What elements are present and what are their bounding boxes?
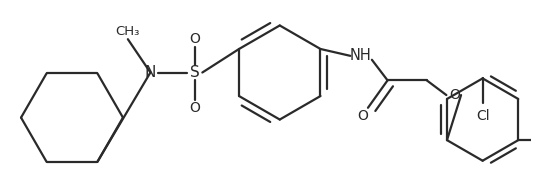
Text: S: S — [190, 65, 199, 80]
Text: O: O — [189, 101, 200, 115]
Text: Cl: Cl — [476, 109, 489, 123]
Text: NH: NH — [349, 48, 371, 63]
Text: O: O — [450, 88, 460, 102]
Text: O: O — [358, 109, 368, 123]
Text: CH₃: CH₃ — [116, 25, 140, 38]
Text: N: N — [145, 65, 156, 80]
Text: O: O — [189, 32, 200, 46]
